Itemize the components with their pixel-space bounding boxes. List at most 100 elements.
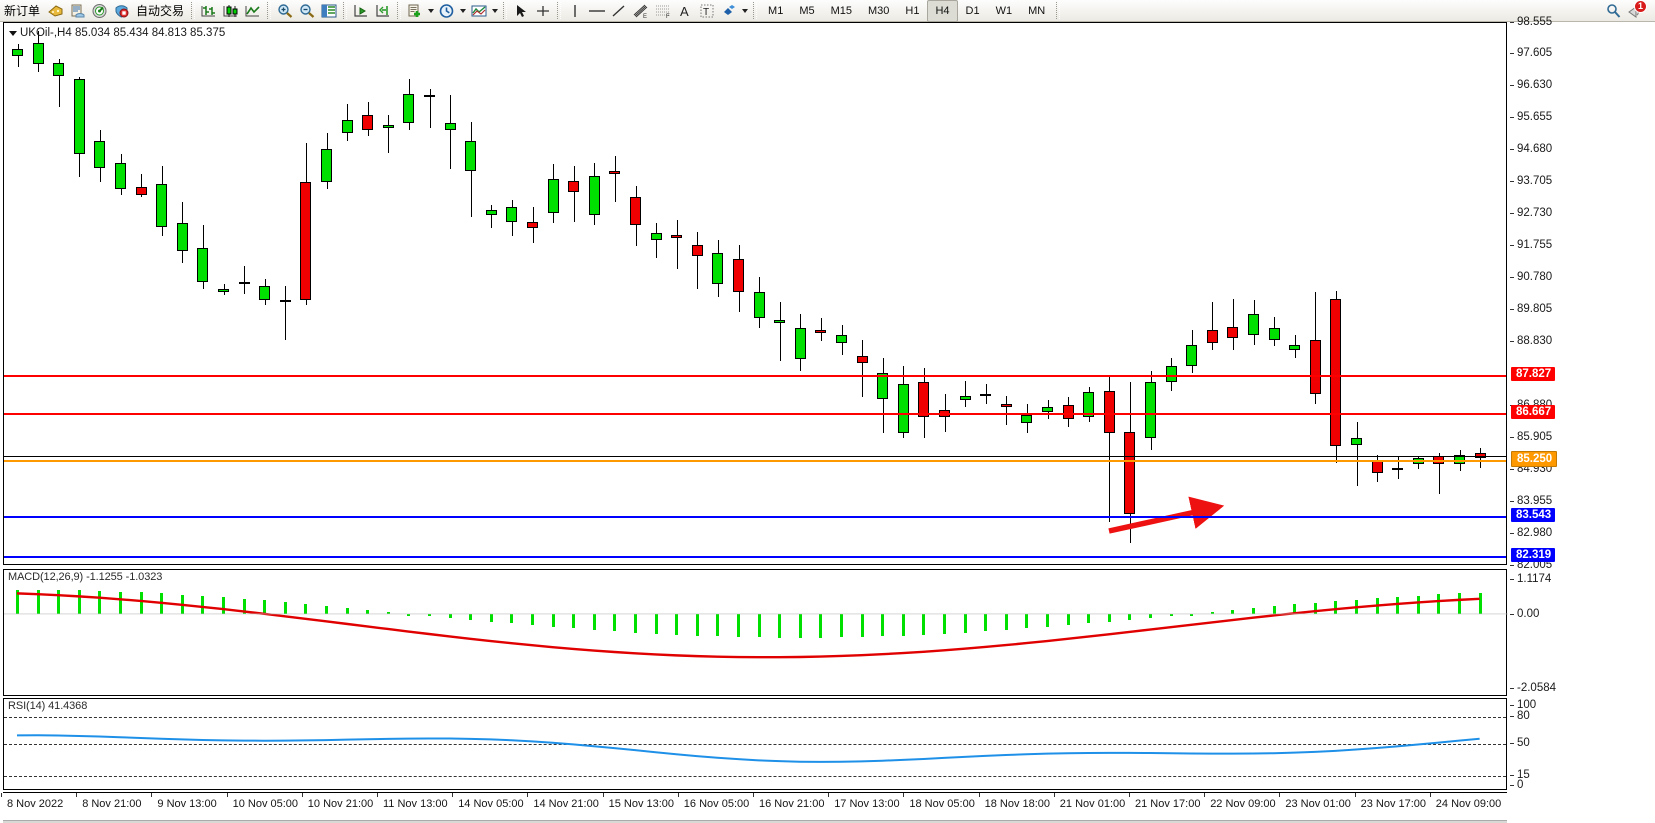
rsi-panel[interactable]: RSI(14) 41.4368 [3,698,1507,790]
alerts-icon[interactable]: 1 [1625,0,1647,21]
trendline-icon[interactable] [608,1,630,21]
templates-icon[interactable] [468,1,490,21]
timeframe-m15[interactable]: M15 [830,4,852,17]
auto-trading-button[interactable]: 自动交易 [136,3,185,18]
price-panel[interactable]: UKOil-,H4 85.034 85.434 84.813 85.375 [3,22,1507,565]
periods-icon[interactable] [436,1,458,21]
vertical-line-icon[interactable] [564,1,586,21]
timeframe-m5[interactable]: M5 [799,4,815,17]
indicators-icon[interactable] [404,1,426,21]
macd-label: MACD(12,26,9) -1.1255 -1.0323 [8,571,163,583]
candle-wick [1109,375,1111,522]
candle-wick [985,384,987,404]
search-icon[interactable] [1603,1,1625,21]
periods-dropdown-arrow[interactable] [458,1,468,21]
macd-histogram-bar [1149,613,1152,618]
time-axis-tick: 16 Nov 05:00 [677,793,750,810]
macd-histogram-bar [1334,601,1338,614]
candle-wick [17,44,19,68]
timeframe-d1[interactable]: D1 [965,4,980,17]
macd-histogram-bar [634,613,637,633]
templates-dropdown-arrow[interactable] [490,1,500,21]
grid-icon[interactable] [318,1,340,21]
timeframe-m30[interactable]: M30 [868,4,890,17]
timeframe-w1[interactable]: W1 [995,4,1013,17]
macd-histogram-bar [1396,596,1400,614]
price-axis-tick: 82.980 [1509,527,1553,539]
symbol-caret-icon[interactable] [9,31,17,36]
zoom-in-icon[interactable] [274,1,296,21]
horizontal-line-icon[interactable] [586,1,608,21]
price-level-tag[interactable]: 82.319 [1511,547,1556,562]
auto-scroll-icon[interactable] [372,1,394,21]
macd-histogram-bar [716,613,720,637]
candle-body [1248,313,1259,335]
timeframe-m1[interactable]: M1 [768,4,784,17]
timeframe-h4[interactable]: H4 [927,0,958,22]
price-level-tag[interactable]: 87.827 [1511,366,1556,381]
candle-body [547,179,559,214]
macd-histogram-bar [1293,604,1297,614]
candle-body [485,210,497,216]
time-axis-tick: 22 Nov 09:00 [1204,793,1276,810]
toolbar-separator [267,2,272,19]
macd-panel[interactable]: MACD(12,26,9) -1.1255 -1.0323 [3,569,1508,696]
price-level-tag[interactable]: 86.667 [1511,405,1556,420]
candle-body [630,197,641,225]
candle-wick [491,205,493,229]
price-axis-tick: 93.705 [1509,175,1553,188]
candle-body [1351,438,1362,445]
candle-body [32,42,44,65]
price-level-line[interactable] [4,555,1506,558]
data-window-icon[interactable] [66,1,88,21]
shift-end-icon[interactable] [350,1,372,21]
toolbar-separator [191,2,196,19]
time-axis-tick: 10 Nov 05:00 [226,793,299,810]
rsi-label: RSI(14) 41.4368 [8,700,88,712]
new-order-button[interactable]: 新订单 [4,3,41,18]
fibonacci-icon[interactable]: F [652,1,674,21]
line-chart-icon[interactable] [242,1,264,21]
toolbar-separator [343,2,348,19]
objects-icon[interactable] [718,1,740,21]
price-axis[interactable]: 98.555 97.605 96.630 95.655 94.680 93.705 92.7… [1507,16,1655,571]
horizontal-scrollbar[interactable] [3,820,1507,823]
price-axis-tick: 82.005 [1509,559,1553,571]
symbol-ohlc-label: UKOil-,H4 85.034 85.434 84.813 85.375 [20,27,226,39]
zoom-out-icon[interactable] [296,1,318,21]
timeframe-h1[interactable]: H1 [905,4,920,17]
macd-histogram-bar [613,613,617,632]
macd-histogram-bar [325,605,328,614]
chart-area[interactable]: UKOil-,H4 85.034 85.434 84.813 85.375 98… [0,16,1655,823]
macd-histogram-bar [201,595,205,614]
macd-histogram-bar [1478,592,1482,614]
candle-body [1042,407,1053,412]
price-level-line[interactable] [4,413,1506,416]
cheese-icon[interactable] [44,1,66,21]
candle-wick [1006,395,1008,426]
equidistant-channel-icon[interactable]: E [630,1,652,21]
timeframe-mn[interactable]: MN [1028,4,1046,17]
objects-dropdown-arrow[interactable] [740,1,750,21]
candlestick-chart-icon[interactable] [220,1,242,21]
macd-histogram-bar [98,590,102,614]
crosshair-icon[interactable] [532,1,554,21]
macd-histogram-bar [1128,613,1132,620]
auto-trading-shield-icon[interactable] [110,1,132,21]
bar-chart-icon[interactable] [198,1,220,21]
signals-icon[interactable] [88,1,110,21]
macd-histogram-bar [943,613,946,634]
price-level-line[interactable] [4,459,1506,462]
price-level-line[interactable] [4,374,1506,377]
rsi-guide-line [4,717,1506,718]
cursor-icon[interactable] [510,1,532,21]
price-level-tag[interactable]: 83.543 [1511,507,1556,522]
price-level-tag[interactable]: 85.250 [1511,450,1558,467]
text-label-icon[interactable]: T [696,1,718,21]
macd-axis-tick: -2.0584 [1509,682,1557,694]
text-icon[interactable]: A [674,1,696,21]
price-level-line[interactable] [4,515,1506,518]
indicators-dropdown-arrow[interactable] [426,1,436,21]
time-axis[interactable]: 8 Nov 2022 8 Nov 21:00 9 Nov 13:00 10 Nov 0… [0,792,1507,820]
candle-body [671,234,683,239]
